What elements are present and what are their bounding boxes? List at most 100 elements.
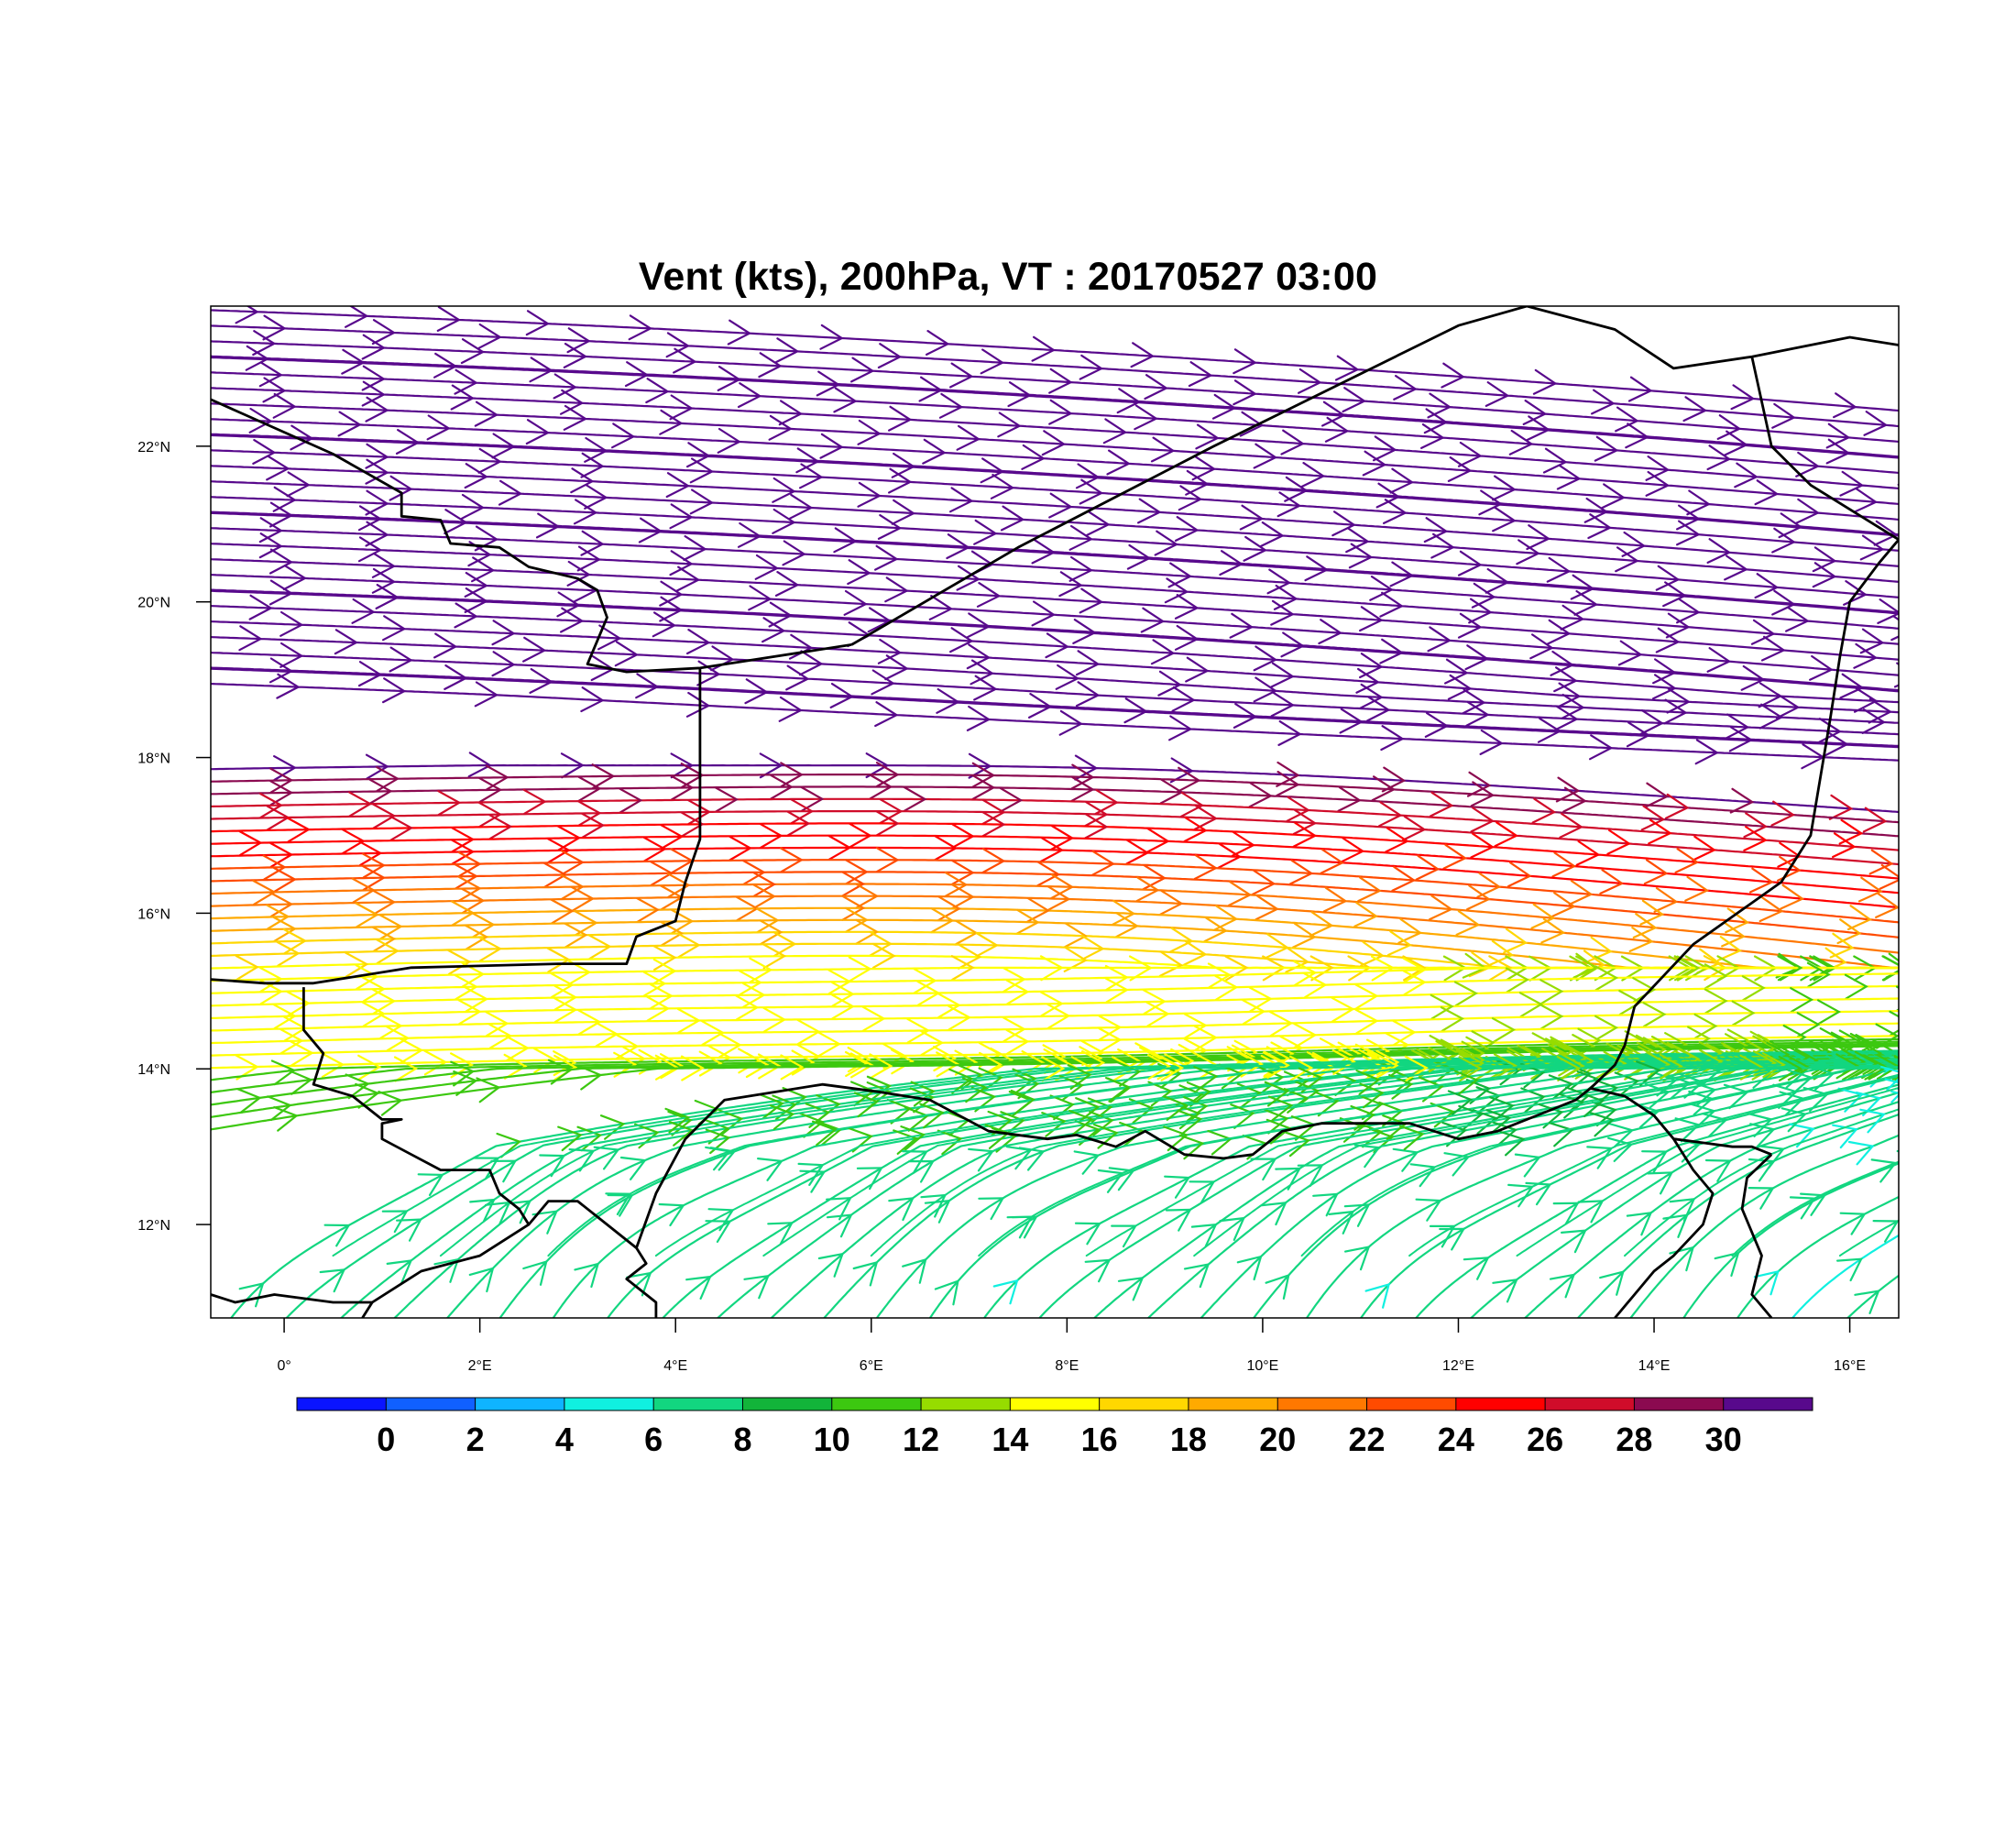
- wind-chevron: [926, 330, 950, 356]
- wind-chevron: [433, 1257, 460, 1283]
- wind-chevron: [752, 872, 777, 897]
- wind-chevron: [1389, 467, 1415, 494]
- wind-chevron: [667, 1110, 693, 1136]
- wind-chevron: [1265, 1273, 1290, 1300]
- wind-chevron: [597, 624, 622, 651]
- streamline: [211, 340, 1899, 444]
- wind-chevron: [345, 1073, 370, 1100]
- wind-chevron: [636, 896, 661, 923]
- wind-chevron: [581, 812, 606, 839]
- wind-chevron: [457, 999, 482, 1026]
- wind-chevron: [1084, 801, 1109, 828]
- wind-chevron: [976, 582, 1002, 608]
- wind-chevron: [395, 429, 421, 455]
- wind-chevron: [1086, 510, 1111, 536]
- colorbar-swatch: [1188, 1398, 1278, 1410]
- wind-chevron: [1468, 951, 1494, 978]
- wind-chevron: [928, 595, 954, 620]
- wind-chevron: [1664, 793, 1690, 819]
- lon-tick-label: 10°E: [1246, 1358, 1278, 1374]
- wind-chevron: [1644, 782, 1670, 808]
- wind-chevron: [580, 452, 605, 478]
- wind-chevron: [782, 540, 806, 566]
- wind-chevron: [1430, 993, 1454, 1020]
- streamline: [1414, 1083, 1899, 1318]
- wind-chevron: [433, 352, 458, 379]
- wind-chevron: [1485, 381, 1510, 407]
- wind-chevron: [372, 988, 397, 1015]
- wind-chevron: [1539, 979, 1564, 1005]
- wind-chevron: [1031, 538, 1057, 565]
- country-border: [1633, 538, 1899, 1008]
- wind-chevron: [778, 696, 804, 722]
- wind-chevron: [1835, 1053, 1860, 1080]
- wind-chevron: [1270, 599, 1295, 626]
- lat-tick-label: 12°N: [137, 1218, 170, 1234]
- streamline: [211, 620, 1899, 714]
- wind-chevron: [1908, 749, 1929, 773]
- wind-chevron: [1079, 1046, 1103, 1072]
- wind-chevron: [1353, 901, 1379, 927]
- wind-chevron: [658, 1202, 685, 1227]
- wind-chevron: [288, 1069, 313, 1095]
- wind-chevron: [1397, 917, 1423, 944]
- streamline: [978, 1064, 1899, 1257]
- wind-chevron: [290, 424, 314, 451]
- country-border: [850, 306, 1528, 646]
- wind-chevron: [1409, 1163, 1437, 1188]
- streamline: [1576, 1113, 1899, 1318]
- wind-chevron: [768, 414, 794, 441]
- wind-chevron: [855, 883, 880, 909]
- wind-chevron: [1097, 1169, 1124, 1193]
- wind-chevron: [1160, 1055, 1185, 1081]
- wind-chevron: [1560, 604, 1585, 631]
- wind-chevron: [269, 767, 294, 794]
- wind-chevron: [1010, 1089, 1036, 1115]
- wind-chevron: [1479, 729, 1504, 755]
- wind-chevron: [1880, 1065, 1899, 1092]
- wind-chevron: [1516, 539, 1540, 565]
- wind-chevron: [614, 641, 640, 667]
- lon-tick-label: 16°E: [1834, 1358, 1866, 1374]
- wind-chevron: [455, 863, 479, 890]
- wind-chevron: [1780, 1107, 1808, 1133]
- wind-chevron: [1309, 955, 1334, 982]
- wind-chevron: [1634, 1103, 1660, 1129]
- colorbar-swatch: [564, 1398, 654, 1410]
- wind-chevron: [686, 629, 711, 655]
- wind-chevron: [1503, 927, 1528, 954]
- wind-chevron: [652, 945, 677, 971]
- wind-chevron: [1185, 469, 1210, 496]
- streamline: [211, 1010, 1899, 1045]
- wind-chevron: [1424, 712, 1450, 738]
- wind-chevron: [1137, 498, 1162, 524]
- wind-chevron: [252, 330, 277, 357]
- wind-chevron: [1163, 1125, 1189, 1152]
- wind-chevron: [1429, 895, 1453, 921]
- wind-chevron: [685, 691, 711, 718]
- wind-chevron: [1130, 342, 1156, 368]
- wind-chevron: [1499, 1130, 1526, 1157]
- wind-chevron: [673, 347, 697, 374]
- wind-chevron: [1465, 700, 1490, 727]
- colorbar-label: 18: [1170, 1421, 1207, 1458]
- wind-chevron: [772, 477, 796, 503]
- wind-chevron: [902, 1257, 927, 1284]
- wind-chevron: [1754, 479, 1780, 506]
- wind-chevron: [956, 424, 981, 451]
- wind-chevron: [478, 777, 503, 804]
- wind-chevron: [1157, 670, 1182, 697]
- colorbar-label: 14: [992, 1421, 1028, 1458]
- wind-chevron: [1725, 713, 1750, 740]
- wind-chevron: [1817, 999, 1842, 1026]
- wind-chevron: [1862, 807, 1888, 833]
- streamline: [762, 1059, 1899, 1257]
- wind-chevron: [372, 926, 397, 952]
- wind-chevron: [1492, 475, 1517, 501]
- streamline: [211, 972, 1899, 1007]
- wind-chevron: [705, 1220, 732, 1243]
- wind-chevron: [1441, 1121, 1467, 1147]
- streamline: [1682, 1162, 1899, 1318]
- wind-chevron: [1039, 837, 1065, 862]
- wind-chevron: [743, 1274, 771, 1300]
